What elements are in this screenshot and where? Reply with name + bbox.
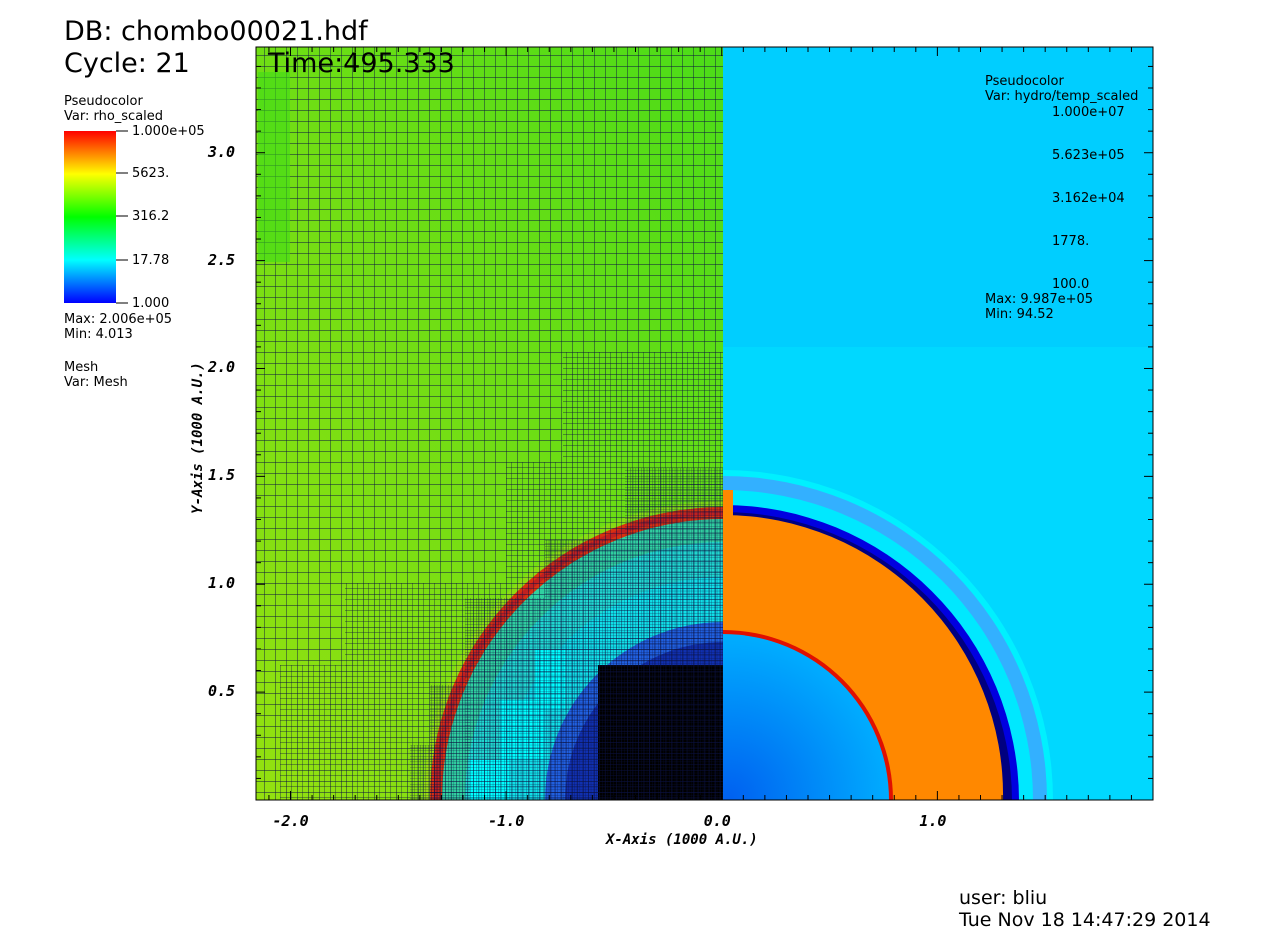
y-tick-label: 1.5 bbox=[208, 466, 236, 485]
x-tick-label: 0.0 bbox=[703, 812, 731, 830]
y-tick-label: 0.5 bbox=[208, 682, 236, 701]
legend-right-tick-0: 1.000e+07 bbox=[1052, 105, 1125, 120]
axis-ticks bbox=[256, 47, 1153, 800]
legend-left-tick-4: 1.000 bbox=[132, 296, 170, 311]
legend-left-tick-3: 17.78 bbox=[132, 253, 170, 268]
x-tick-label: 1.0 bbox=[919, 812, 947, 830]
legend-left-max: Max: 2.006e+05 bbox=[64, 312, 173, 327]
legend-right-tick-2: 3.162e+04 bbox=[1052, 191, 1125, 206]
left-colorbar-ticks bbox=[116, 130, 128, 304]
legend-left-min: Min: 4.013 bbox=[64, 327, 133, 342]
x-axis-label: X-Axis (1000 A.U.) bbox=[606, 832, 758, 848]
y-tick-label: 2.0 bbox=[208, 358, 236, 377]
cycle-label: Cycle: 21 bbox=[64, 48, 190, 79]
y-tick-label: 1.0 bbox=[208, 574, 236, 593]
y-tick-label: 3.0 bbox=[208, 142, 236, 161]
footer-date: Tue Nov 18 14:47:29 2014 bbox=[959, 909, 1211, 931]
legend-right-tick-1: 5.623e+05 bbox=[1052, 148, 1125, 163]
time-label: Time:495.333 bbox=[268, 48, 455, 79]
left-colorbar bbox=[64, 131, 116, 303]
plot-frame bbox=[255, 46, 1154, 801]
legend-left-plot: Pseudocolor bbox=[64, 94, 143, 109]
legend-left-tick-1: 5623. bbox=[132, 166, 170, 181]
x-tick-label: -2.0 bbox=[272, 812, 309, 830]
temperature-panel bbox=[723, 47, 1153, 800]
legend-right-plot: Pseudocolor bbox=[985, 74, 1064, 89]
footer-user: user: bliu bbox=[959, 887, 1048, 909]
legend-left-tick-0: 1.000e+05 bbox=[132, 124, 205, 139]
legend-right-tick-3: 1778. bbox=[1052, 234, 1090, 249]
density-panel bbox=[256, 47, 723, 800]
legend-mesh-var: Var: Mesh bbox=[64, 375, 128, 390]
legend-mesh-plot: Mesh bbox=[64, 360, 99, 375]
y-tick-label: 2.5 bbox=[208, 250, 236, 269]
legend-left-tick-2: 316.2 bbox=[132, 209, 170, 224]
legend-right-max: Max: 9.987e+05 bbox=[985, 292, 1094, 307]
y-axis-label: Y-Axis (1000 A.U.) bbox=[190, 362, 206, 514]
legend-right-min: Min: 94.52 bbox=[985, 307, 1054, 322]
x-tick-label: -1.0 bbox=[488, 812, 525, 830]
legend-left-var: Var: rho_scaled bbox=[64, 109, 164, 124]
legend-right-tick-4: 100.0 bbox=[1052, 277, 1090, 292]
legend-right-var: Var: hydro/temp_scaled bbox=[985, 89, 1139, 104]
db-title: DB: chombo00021.hdf bbox=[64, 16, 368, 47]
